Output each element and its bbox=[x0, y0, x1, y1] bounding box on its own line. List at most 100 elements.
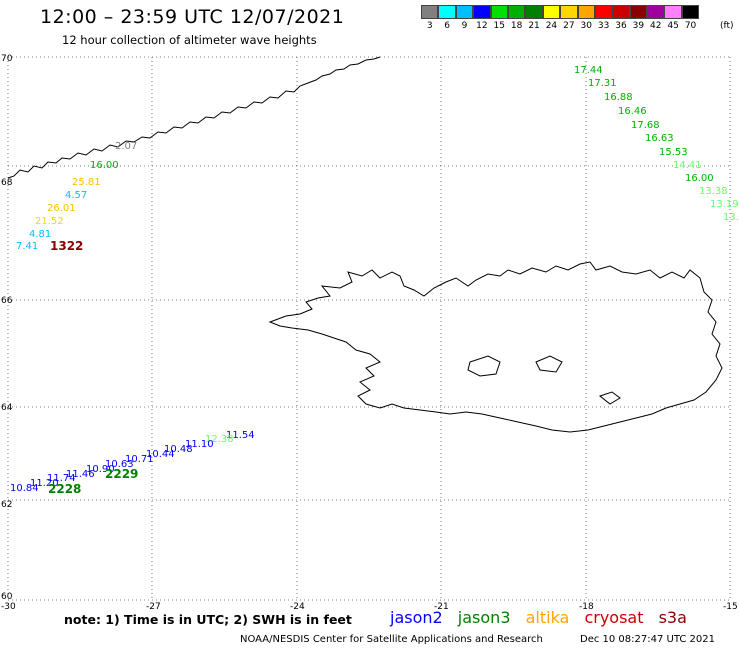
greenland-coastline bbox=[7, 56, 381, 179]
wave-height-value: 10.71 bbox=[125, 454, 154, 465]
wave-height-value: 17.31 bbox=[588, 78, 617, 89]
legend-labels: 3 6 9 12 15 18 21 24 27 30 33 36 39 42 45 70 bbox=[421, 21, 699, 31]
map-grid bbox=[7, 56, 731, 601]
wave-height-value: 21.52 bbox=[35, 216, 64, 227]
legend-swatch bbox=[560, 5, 578, 19]
iceland-inland-lake-1 bbox=[467, 355, 501, 377]
legend-value: 30 bbox=[580, 21, 592, 31]
legend-value: 9 bbox=[461, 21, 468, 31]
credit-line: NOAA/NESDIS Center for Satellite Applica… bbox=[240, 634, 543, 645]
lat-label-68: 68 bbox=[1, 178, 13, 188]
page-subtitle: 12 hour collection of altimeter wave hei… bbox=[62, 33, 317, 47]
satellite-legend: jason2 jason3 altika cryosat s3a bbox=[390, 608, 697, 627]
legend-value: 42 bbox=[650, 21, 662, 31]
track-labels: 1322 2229 2228 bbox=[48, 239, 138, 496]
wave-height-value: 17.68 bbox=[631, 120, 660, 131]
wave-height-value: 25.81 bbox=[72, 177, 101, 188]
wave-height-value: 13.38 bbox=[699, 186, 728, 197]
track-id-label: 1322 bbox=[50, 239, 83, 253]
legend-swatch bbox=[629, 5, 648, 19]
legend-value: 70 bbox=[684, 21, 697, 31]
wave-height-value: 11.10 bbox=[185, 439, 214, 450]
color-legend: 3 6 9 12 15 18 21 24 27 30 33 36 39 42 45 70 (ft) bbox=[421, 5, 734, 31]
wave-height-value: 10.84 bbox=[10, 483, 39, 494]
wave-height-value: 4.57 bbox=[65, 190, 87, 201]
track-id-label: 2228 bbox=[48, 482, 81, 496]
legend-swatch bbox=[525, 5, 543, 19]
legend-value: 36 bbox=[615, 21, 627, 31]
wave-height-value: 2.07 bbox=[115, 141, 137, 152]
lat-tick-labels: 70 68 66 64 62 60 bbox=[1, 54, 13, 602]
wave-height-value: 16.00 bbox=[90, 160, 119, 171]
lon-label-m21: -21 bbox=[434, 602, 449, 612]
legend-swatch bbox=[594, 5, 613, 19]
wave-height-value: 13. bbox=[723, 212, 739, 223]
wave-height-value: 15.53 bbox=[659, 147, 688, 158]
wave-height-value: 11.54 bbox=[226, 430, 255, 441]
lat-label-70: 70 bbox=[1, 54, 13, 64]
legend-value: 18 bbox=[510, 21, 523, 31]
lon-tick-labels: -30 -27 -24 -21 -18 -15 bbox=[1, 602, 738, 612]
wave-height-value: 10.48 bbox=[164, 444, 193, 455]
legend-swatch bbox=[577, 5, 595, 19]
legend-unit: (ft) bbox=[720, 21, 734, 31]
legend-swatch bbox=[647, 5, 665, 19]
legend-value: 6 bbox=[444, 21, 450, 31]
lat-label-64: 64 bbox=[1, 403, 13, 413]
legend-swatch bbox=[438, 5, 456, 19]
legend-value: 12 bbox=[476, 21, 488, 31]
wave-height-value: 16.63 bbox=[645, 133, 674, 144]
wave-height-annotations: 17.44 17.31 16.88 16.46 17.68 16.63 15.5… bbox=[10, 65, 739, 494]
wave-height-value: 4.81 bbox=[29, 229, 51, 240]
lon-label-m24: -24 bbox=[290, 602, 305, 612]
legend-swatch bbox=[455, 5, 474, 19]
wave-height-value: 16.88 bbox=[604, 92, 633, 103]
legend-swatch bbox=[612, 5, 630, 19]
satellite-name: jason2 bbox=[390, 608, 443, 627]
wave-height-value: 16.00 bbox=[685, 173, 714, 184]
wave-height-value: 26.01 bbox=[47, 203, 76, 214]
legend-value: 39 bbox=[632, 21, 645, 31]
iceland-inland-lake-2 bbox=[535, 355, 563, 373]
satellite-name: altika bbox=[525, 608, 570, 627]
lon-label-m18: -18 bbox=[579, 602, 594, 612]
legend-swatch bbox=[490, 5, 508, 19]
legend-swatch bbox=[421, 5, 439, 19]
legend-value: 21 bbox=[528, 21, 540, 31]
legend-swatch bbox=[681, 5, 700, 19]
wave-height-value: 10.90 bbox=[86, 464, 115, 475]
satellite-name: cryosat bbox=[584, 608, 644, 627]
legend-swatch bbox=[473, 5, 491, 19]
legend-swatch bbox=[507, 5, 526, 19]
lon-label-m15: -15 bbox=[723, 602, 738, 612]
lat-label-66: 66 bbox=[1, 296, 13, 306]
lat-label-62: 62 bbox=[1, 500, 12, 510]
legend-swatch bbox=[542, 5, 561, 19]
wave-height-value: 10.44 bbox=[146, 449, 175, 460]
track-id-label: 2229 bbox=[105, 467, 138, 481]
wave-height-value: 13.19 bbox=[710, 199, 739, 210]
wave-height-value: 14.41 bbox=[673, 160, 702, 171]
wave-height-value: 7.41 bbox=[16, 241, 38, 252]
legend-value: 27 bbox=[563, 21, 575, 31]
iceland-inland-lake-3 bbox=[598, 391, 621, 405]
legend-value: 45 bbox=[667, 21, 679, 31]
legend-value: 15 bbox=[493, 21, 505, 31]
lon-label-m27: -27 bbox=[146, 602, 161, 612]
legend-swatch bbox=[664, 5, 682, 19]
wave-height-value: 16.46 bbox=[618, 106, 647, 117]
legend-value: 24 bbox=[545, 21, 558, 31]
legend-value: 3 bbox=[426, 21, 433, 31]
wave-height-value: 12.38 bbox=[205, 434, 234, 445]
wave-height-value: 10.63 bbox=[105, 459, 134, 470]
satellite-name: jason3 bbox=[457, 608, 511, 627]
footer-note: note: 1) Time is in UTC; 2) SWH is in fe… bbox=[64, 612, 352, 627]
wave-height-value: 11.74 bbox=[47, 473, 76, 484]
generated-timestamp: Dec 10 08:27:47 UTC 2021 bbox=[580, 634, 715, 645]
wave-height-value: 11.46 bbox=[66, 469, 95, 480]
legend-swatches bbox=[421, 5, 700, 19]
lat-label-60: 60 bbox=[1, 592, 13, 602]
wave-height-value: 17.44 bbox=[574, 65, 603, 76]
iceland-coastline bbox=[268, 261, 723, 433]
